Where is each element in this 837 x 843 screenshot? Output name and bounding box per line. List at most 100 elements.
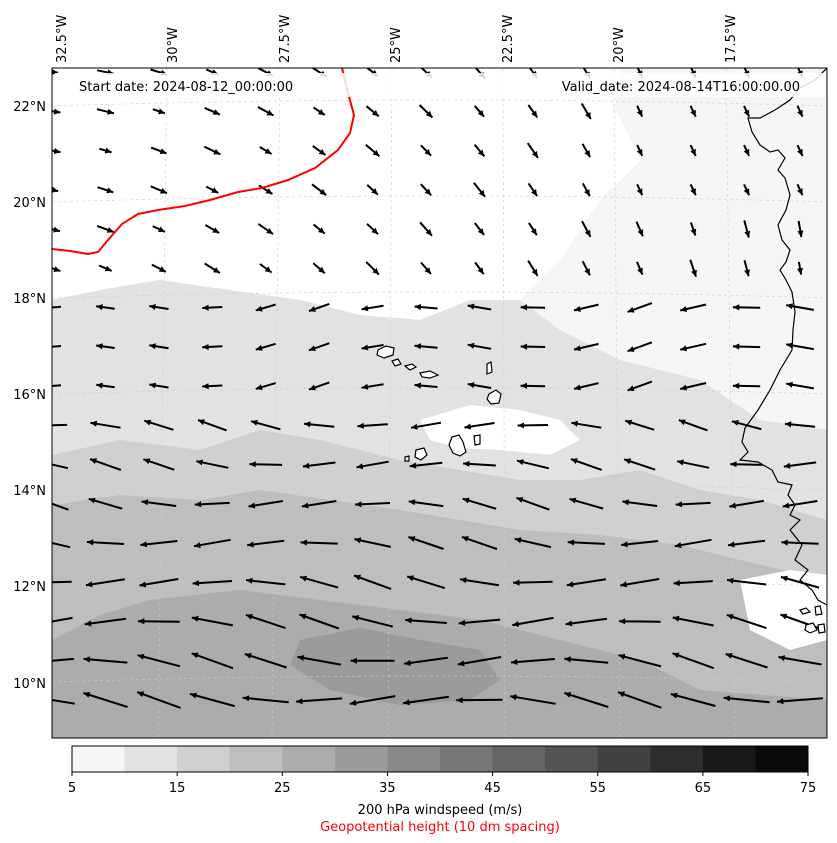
wind-arrow-head: [467, 382, 475, 389]
colorbar-title: 200 hPa windspeed (m/s): [358, 803, 523, 818]
colorbar-tick-label: 55: [589, 781, 606, 796]
lon-label-30w: 30°W: [166, 27, 181, 63]
wind-arrow-shaft: [299, 575, 339, 589]
wind-arrow-shaft: [723, 696, 770, 704]
wind-arrow-shaft: [509, 695, 556, 705]
wind-arrow-head: [411, 423, 418, 430]
wind-arrow-head: [564, 656, 571, 663]
wind-arrow-head: [242, 695, 250, 702]
wind-arrow-head: [53, 226, 60, 233]
gridline-lat-12: [52, 579, 827, 587]
wind-arrow-head: [213, 148, 221, 155]
wind-arrow-head: [143, 458, 151, 465]
wind-arrow-head: [574, 345, 581, 352]
wind-arrow-head: [520, 382, 527, 389]
wind-arrow-head: [783, 462, 791, 469]
island-sal: [486, 361, 493, 375]
wind-arrow-head: [104, 265, 112, 272]
wind-arrow-head: [149, 382, 156, 389]
wind-arrow-head: [356, 463, 364, 470]
wind-arrow-head: [255, 384, 263, 391]
wind-arrow-head: [318, 149, 326, 156]
wind-arrow-head: [786, 381, 793, 388]
wind-arrow-head: [349, 699, 357, 706]
wind-arrow-head: [627, 306, 635, 313]
colorbar-tick-label: 35: [379, 781, 396, 796]
wind-arrow-head: [29, 694, 36, 700]
wind-arrow-shaft: [52, 463, 69, 470]
map-frame: [51, 67, 828, 739]
wind-arrow-shaft: [456, 698, 503, 702]
wind-arrow-head: [194, 542, 201, 549]
wind-arrow-head: [797, 188, 803, 196]
wind-arrow-head: [300, 539, 307, 546]
wind-arrow-head: [196, 459, 204, 466]
colorbar-ticks: 5 15 25 35 45 55 65 75: [68, 772, 816, 796]
wind-arrow-head: [83, 692, 91, 698]
island-bissagos-2: [814, 605, 823, 616]
colorbar-segment: [124, 746, 178, 772]
wind-arrow-shaft: [672, 652, 715, 670]
wind-arrow-head: [96, 343, 103, 350]
wind-arrow-shaft: [617, 691, 662, 709]
wind-arrow-head: [191, 615, 199, 622]
wind-arrow-head: [212, 227, 220, 233]
wind-arrow-shaft: [353, 574, 392, 590]
wind-arrow-head: [408, 536, 416, 542]
wind-arrow-head: [531, 268, 538, 276]
wind-arrow-shaft: [405, 619, 447, 624]
wind-arrow-shaft: [726, 613, 767, 630]
wind-arrow-head: [723, 695, 731, 702]
wind-arrow-head: [566, 581, 574, 588]
wind-arrow-head: [677, 459, 684, 466]
wind-arrow-head: [459, 577, 467, 584]
wind-arrow-head: [732, 343, 740, 350]
wind-arrow-head: [424, 149, 432, 156]
lat-label-12n: 12°N: [13, 580, 46, 595]
wind-arrow-head: [352, 615, 360, 621]
wind-arrow-shaft: [136, 691, 181, 709]
wind-arrow-shaft: [52, 305, 62, 309]
wind-arrow-head: [636, 109, 643, 117]
start-date-label: Start date: 2024-08-12_00:00:00: [79, 80, 293, 95]
wind-arrow-head: [425, 110, 433, 118]
wind-arrow-head: [732, 382, 740, 389]
wind-arrow-head: [637, 267, 643, 275]
island-maio: [473, 434, 481, 446]
wind-arrow-head: [192, 580, 200, 587]
wind-arrow-head: [414, 304, 422, 311]
wind-arrow-shaft: [778, 656, 822, 666]
wind-arrow-head: [53, 148, 61, 154]
wind-arrow-shaft: [52, 502, 69, 511]
wind-arrow-head: [354, 574, 361, 581]
wind-arrow-shaft: [563, 692, 609, 708]
wind-arrow-head: [622, 499, 629, 506]
wind-arrow-head: [255, 345, 263, 351]
wind-arrow-head: [477, 149, 485, 157]
wind-arrow-head: [309, 306, 316, 312]
wind-arrow-head: [743, 148, 750, 156]
wind-arrow-head: [797, 267, 803, 275]
colorbar-segment: [545, 746, 599, 772]
wind-arrow-head: [584, 189, 590, 197]
wind-arrow-head: [251, 419, 258, 426]
wind-arrow-head: [88, 497, 96, 504]
lon-label-20w: 20°W: [612, 27, 627, 63]
longitude-labels: 32.5°W 30°W 27.5°W 25°W 22.5°W 20°W 17.5…: [55, 15, 739, 63]
wind-arrow-head: [357, 422, 364, 429]
africa-coastline: [738, 68, 827, 606]
wind-arrow-head: [159, 148, 167, 154]
wind-arrow-head: [53, 108, 61, 115]
wind-arrow-head: [372, 149, 380, 157]
wind-arrow-head: [678, 419, 686, 426]
wind-arrow-head: [30, 659, 36, 665]
lon-label-22-5w: 22.5°W: [501, 15, 516, 63]
wind-arrow-head: [690, 148, 696, 156]
lon-label-27-5w: 27.5°W: [278, 15, 293, 63]
shade-band-5-10-white: [52, 68, 640, 320]
wind-arrow-shaft: [192, 580, 233, 585]
wind-arrow-shaft: [670, 693, 716, 707]
wind-arrow-head: [531, 151, 538, 158]
wind-arrow-head: [212, 109, 220, 115]
wind-arrow-head: [784, 421, 792, 428]
